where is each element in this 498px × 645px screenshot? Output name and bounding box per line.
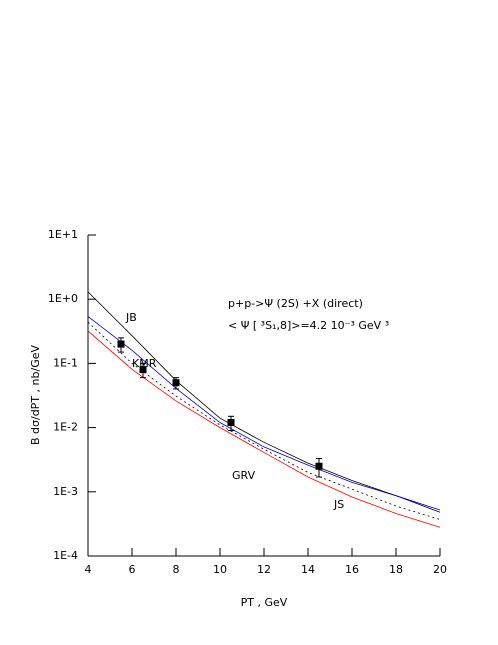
x-tick-label: 16: [345, 563, 359, 576]
x-tick-label: 18: [389, 563, 403, 576]
data-point: [172, 379, 180, 387]
series-label: JB: [125, 311, 137, 324]
series-line: [87, 330, 441, 528]
annotation: < Ψ [ ³S₁,8]>=4.2 10⁻³ GeV ³: [228, 319, 389, 332]
y-axis-label: B dσ/dPT , nb/GeV: [29, 345, 42, 445]
x-tick-label: 10: [213, 563, 227, 576]
y-tick-label: 1E-2: [53, 421, 78, 434]
x-tick-label: 20: [433, 563, 447, 576]
x-tick-label: 14: [301, 563, 315, 576]
data-point: [315, 462, 323, 470]
x-tick-label: 6: [129, 563, 136, 576]
y-tick-label: 1E-1: [53, 356, 78, 369]
x-axis-label: PT , GeV: [241, 596, 288, 609]
data-point: [227, 419, 235, 427]
annotation: p+p->Ψ (2S) +X (direct): [228, 297, 363, 310]
series-line: [87, 321, 441, 520]
series-line: [87, 316, 441, 511]
x-tick-label: 12: [257, 563, 271, 576]
series-label: JS: [333, 498, 344, 511]
data-point: [139, 366, 147, 374]
y-tick-label: 1E-4: [53, 549, 78, 562]
data-point: [117, 340, 125, 348]
series-label: GRV: [232, 469, 256, 482]
series-line: [87, 291, 441, 513]
x-tick-label: 8: [173, 563, 180, 576]
y-tick-label: 1E-3: [53, 485, 78, 498]
y-tick-label: 1E+1: [48, 228, 78, 241]
y-tick-label: 1E+0: [48, 292, 78, 305]
x-tick-label: 4: [85, 563, 92, 576]
